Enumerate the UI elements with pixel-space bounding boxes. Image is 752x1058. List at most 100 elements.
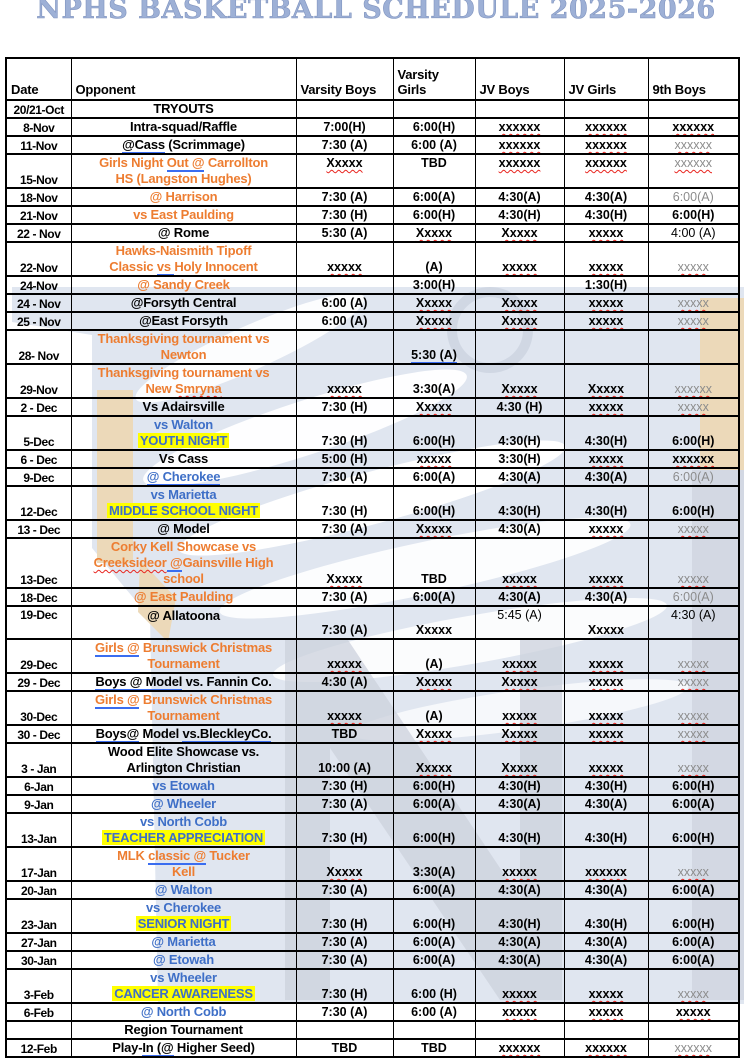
- time-cell: xxxxx: [563, 690, 649, 726]
- placeholder-x-text: Xxxxx: [501, 226, 538, 240]
- game-time: 7:30 (H): [321, 434, 368, 448]
- time-cell: (A): [392, 690, 476, 726]
- text-segment: vs North Cobb: [140, 814, 227, 829]
- placeholder-x-text: xxxxxx: [674, 156, 713, 170]
- time-cell: Xxxxx: [295, 846, 394, 882]
- opponent-line: Vs Adairsville: [74, 400, 294, 414]
- date-cell: 3-Feb: [5, 968, 72, 1004]
- opponent-cell: Wood Elite Showcase vs. Arlington Christi…: [70, 742, 297, 778]
- date-cell: 13-Dec: [5, 537, 72, 589]
- date-cell: 11-Nov: [5, 135, 72, 155]
- game-time: 7:30 (A): [321, 138, 368, 152]
- game-time: 1:30(H): [584, 278, 628, 292]
- text-segment: Classic: [109, 259, 157, 274]
- text-segment: Kell: [171, 864, 196, 879]
- game-time: 3:00(H): [412, 278, 456, 292]
- opponent-line: HS (Langston Hughes): [74, 171, 294, 186]
- time-cell: 6:00(A): [647, 187, 740, 207]
- text-segment: Vs Cass: [158, 451, 209, 466]
- placeholder-x-text: Xxxxx: [326, 865, 363, 879]
- game-time: 3:30(A): [412, 865, 456, 879]
- game-time: 4:30(A): [498, 953, 541, 967]
- game-time: 4:30(A): [498, 935, 541, 949]
- text-segment: @ Rome: [157, 225, 210, 240]
- schedule-row: 13-Dec Corky Kell Showcase vs Creeksideor …: [5, 537, 740, 589]
- time-cell: Xxxxx: [392, 293, 476, 313]
- time-cell: Xxxxx: [392, 397, 476, 417]
- game-time: 7:30 (A): [321, 190, 368, 204]
- opponent-line: Hawks-Naismith Tipoff: [74, 244, 294, 259]
- time-cell: 6:00 (A): [392, 1002, 476, 1022]
- time-cell: 4:30(H): [563, 898, 649, 934]
- placeholder-x-text: xxxxx: [588, 761, 624, 775]
- opponent-line: vs Cherokee: [74, 901, 294, 916]
- time-cell: 5:00 (H): [295, 449, 394, 469]
- opponent-cell: vs East Paulding: [70, 205, 297, 225]
- schedule-row: 9-Jan @ Wheeler 7:30 (A) 6:00(A) 4:30(A) 4:30…: [5, 794, 740, 814]
- game-time: 7:30 (A): [321, 470, 368, 484]
- game-time: 4:30(H): [498, 831, 541, 845]
- text-segment: Higher Seed): [173, 1040, 255, 1055]
- highlighted-text: TEACHER APPRECIATION: [101, 830, 266, 845]
- time-cell: xxxxx: [647, 846, 740, 882]
- game-time: 7:30 (A): [321, 883, 368, 897]
- date-cell: 9-Dec: [5, 467, 72, 487]
- opponent-line: Girls @ Brunswick Christmas: [74, 693, 294, 709]
- time-cell: 7:30 (A): [295, 932, 394, 952]
- text-segment: Tucker: [205, 848, 250, 863]
- game-time: 6:00(H): [412, 917, 456, 931]
- game-time: 6:00(H): [412, 434, 456, 448]
- game-time: 6:00(H): [672, 779, 715, 793]
- opponent-line: Girls @ Brunswick Christmas: [74, 641, 294, 657]
- game-time: 4:30(A): [584, 797, 628, 811]
- text-segment: @ Walton: [154, 882, 213, 897]
- text-segment: Region Tournament: [124, 1022, 243, 1037]
- time-cell: xxxxx: [563, 742, 649, 778]
- game-time: 6:00(A): [412, 470, 456, 484]
- game-time: 6:00(A): [412, 797, 456, 811]
- time-cell: xxxxxx: [647, 1038, 740, 1058]
- opponent-line: Tournament: [74, 708, 294, 723]
- time-cell: TBD: [295, 724, 394, 744]
- time-cell: xxxxx: [563, 638, 649, 674]
- opponent-line: @ Etowah: [74, 953, 294, 967]
- opponent-line: @ Cherokee: [74, 470, 294, 484]
- time-cell: 7:30 (A): [295, 187, 394, 207]
- schedule-row: 29-Nov Thanksgiving tournament vs New Smry…: [5, 363, 740, 399]
- time-cell: 5:30 (A): [295, 223, 394, 243]
- time-cell: xxxxx: [563, 1002, 649, 1022]
- game-time: 6:00 (A): [411, 1005, 457, 1019]
- time-cell: Xxxxx: [392, 742, 476, 778]
- opponent-line: Corky Kell Showcase vs: [74, 540, 294, 555]
- game-time: 4:30 (H): [496, 400, 543, 414]
- text-segment: @ Allatoona: [147, 608, 220, 623]
- time-cell: 6:00(A): [647, 794, 740, 814]
- opponent-cell: Girls @ Brunswick Christmas Tournament: [70, 690, 297, 726]
- time-cell: xxxxxx: [563, 135, 649, 155]
- placeholder-x-text: Xxxxx: [501, 382, 538, 396]
- opponent-cell: MLK classic @ Tucker Kell: [70, 846, 297, 882]
- text-segment: @ Harrison: [149, 189, 218, 204]
- placeholder-x-text: xxxxx: [327, 260, 362, 274]
- schedule-row: 29-Dec Girls @ Brunswick Christmas Tournam…: [5, 638, 740, 674]
- time-cell: [474, 275, 565, 295]
- schedule-row: 3-Feb vs Wheeler CANCER AWARENESS 7:30 (H) 6…: [5, 968, 740, 1004]
- time-cell: Xxxxx: [392, 519, 476, 539]
- placeholder-x-text: xxxxx: [588, 1005, 624, 1019]
- column-header: JV Girls: [563, 57, 649, 101]
- highlighted-text: MIDDLE SCHOOL NIGHT: [106, 503, 261, 518]
- time-cell: 6:00(H): [392, 485, 476, 521]
- underlined-text: Boys@: [95, 726, 140, 741]
- time-cell: 3:30(H): [474, 449, 565, 469]
- game-time: 4:30(A): [584, 190, 628, 204]
- spellcheck-text: Smryna: [175, 381, 222, 396]
- opponent-line: @ Wheeler: [74, 797, 294, 811]
- schedule-row: 6-Feb @ North Cobb 7:30 (A) 6:00 (A) xxxxx xx…: [5, 1002, 740, 1022]
- game-time: 4:30(H): [584, 208, 628, 222]
- date-cell: 29 - Dec: [5, 672, 72, 692]
- date-cell: 2 - Dec: [5, 397, 72, 417]
- schedule-row: 29 - Dec Boys @ Model vs. Fannin Co. 4:30 …: [5, 672, 740, 692]
- game-time: 7:30 (A): [321, 797, 368, 811]
- game-time: 6:00(A): [412, 953, 456, 967]
- schedule-row: 21-Nov vs East Paulding 7:30 (H) 6:00(H) 4:3…: [5, 205, 740, 225]
